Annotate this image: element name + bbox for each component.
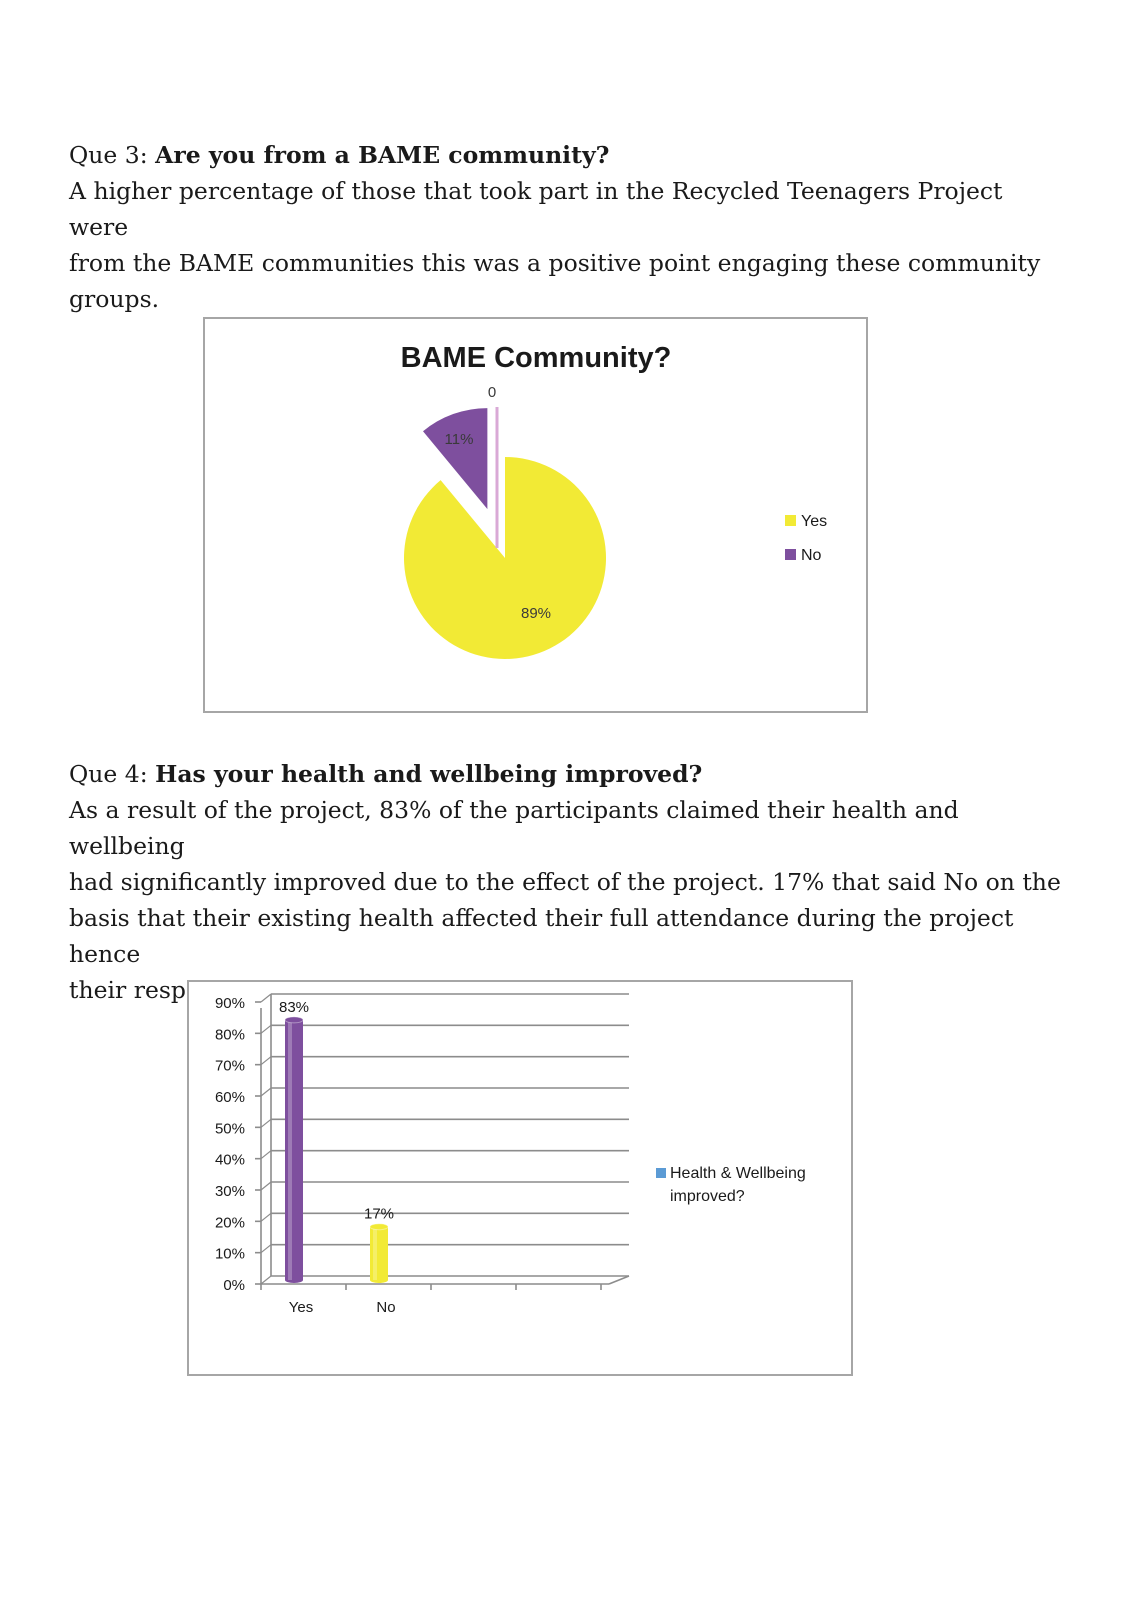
legend-swatch (656, 1168, 666, 1178)
y-tick-label: 90% (215, 995, 245, 1012)
q4-question: Has your health and wellbeing improved? (155, 760, 703, 788)
health-bar-chart: 0% 10% 20% 30% 40% 50% 60% 70% 80% 90% 83% Yes 17% N… (187, 980, 853, 1376)
q3-body-line: A higher percentage of those that took p… (69, 177, 1003, 241)
gridline-depth (260, 1087, 272, 1097)
bar-top (284, 1016, 304, 1024)
y-tick-label: 10% (215, 1246, 245, 1263)
legend-label-yes: Yes (801, 513, 827, 530)
pie-data-label: 0 (488, 384, 496, 401)
gridline-depth (260, 1181, 272, 1191)
gridline-depth (260, 993, 272, 1003)
q4-body-line: As a result of the project, 83% of the p… (69, 796, 959, 860)
bar-yes (284, 1016, 304, 1283)
legend-label: Health & Wellbeing (670, 1165, 806, 1182)
pie-chart-title: BAME Community? (401, 342, 672, 374)
gridline-depth (260, 1275, 272, 1285)
pie-data-label: 89% (521, 605, 551, 622)
q3-paragraph: Que 3: Are you from a BAME community? A … (69, 137, 1069, 317)
pie-slice-no (423, 408, 488, 510)
pie-slice-yes (404, 457, 606, 659)
y-tick-label: 30% (215, 1183, 245, 1200)
gridline-depth (260, 1212, 272, 1222)
bar-top (369, 1223, 389, 1231)
legend-swatch-yes (785, 515, 796, 526)
q4-body-line: basis that their existing health affecte… (69, 904, 1014, 968)
bar-highlight (288, 1019, 292, 1280)
y-tick-label: 40% (215, 1152, 245, 1169)
y-tick-label: 20% (215, 1214, 245, 1231)
bar-data-label: 83% (279, 999, 309, 1016)
gridline-depth (260, 1024, 272, 1034)
bar-data-label: 17% (364, 1206, 394, 1223)
q4-paragraph: Que 4: Has your health and wellbeing imp… (69, 756, 1069, 1008)
bame-pie-chart: BAME Community? 89% 11% 0 Yes No (203, 317, 868, 713)
x-axis-depth (608, 1275, 630, 1285)
bar-body (285, 1019, 303, 1280)
bar-chart-svg: 0% 10% 20% 30% 40% 50% 60% 70% 80% 90% 83% Yes 17% N… (215, 993, 806, 1316)
legend-swatch-no (785, 549, 796, 560)
q3-question: Are you from a BAME community? (155, 141, 610, 169)
bar-no (369, 1223, 389, 1283)
q3-prefix: Que 3: (69, 141, 156, 169)
y-tick-label: 70% (215, 1058, 245, 1075)
pie-data-label: 11% (445, 431, 474, 448)
legend-label: improved? (670, 1188, 745, 1205)
q4-prefix: Que 4: (69, 760, 156, 788)
q4-body-line: had significantly improved due to the ef… (69, 868, 1061, 896)
y-tick-label: 80% (215, 1026, 245, 1043)
y-tick-label: 60% (215, 1089, 245, 1106)
legend-label-no: No (801, 547, 822, 564)
gridline-depth (260, 1118, 272, 1128)
x-category-label: Yes (289, 1299, 313, 1316)
q3-body-line: from the BAME communities this was a pos… (69, 249, 1041, 277)
y-tick-label: 50% (215, 1120, 245, 1137)
bar-highlight (373, 1226, 377, 1280)
bar-bottom (285, 1277, 303, 1283)
q3-body-line: groups. (69, 285, 160, 313)
x-category-label: No (376, 1299, 395, 1316)
gridline-depth (260, 1244, 272, 1254)
y-tick-label: 0% (223, 1277, 245, 1294)
gridline-depth (260, 1150, 272, 1160)
bar-bottom (370, 1277, 388, 1283)
gridline-depth (260, 1056, 272, 1066)
pie-chart-svg: BAME Community? 89% 11% 0 Yes No (401, 342, 827, 659)
bar-body (370, 1226, 388, 1280)
